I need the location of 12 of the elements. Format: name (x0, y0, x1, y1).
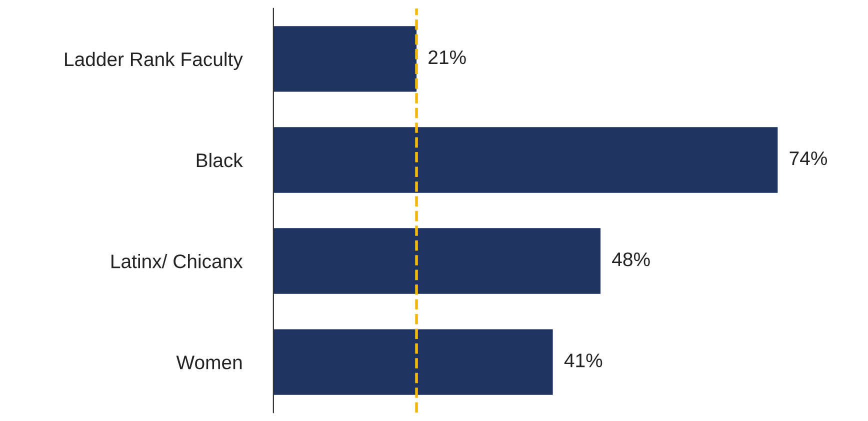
data-label: 41% (564, 354, 602, 368)
bar (273, 329, 553, 395)
bar (273, 26, 417, 92)
bar (273, 228, 601, 294)
y-tick-label: Latinx/ Chicanx (112, 254, 243, 268)
y-tick-label: Ladder Rank Faculty (65, 52, 243, 70)
y-tick-label: Black (196, 152, 243, 168)
bar (273, 127, 778, 193)
y-tick-label: Women (176, 356, 242, 370)
data-label: 21% (428, 50, 466, 64)
data-label: 48% (612, 252, 650, 266)
data-label: 74% (790, 152, 828, 166)
